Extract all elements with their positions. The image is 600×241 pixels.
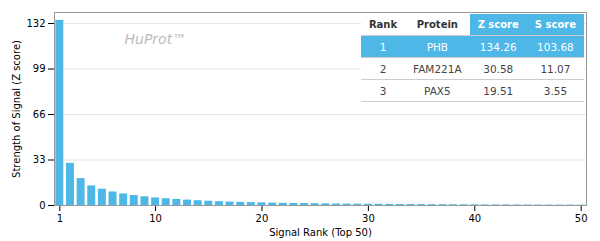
html-text:1: 1 (379, 40, 387, 53)
svg-text:Signal Rank (Top 50): Signal Rank (Top 50) (269, 227, 372, 238)
svg-text:30: 30 (362, 213, 375, 224)
html-text:134.26: 134.26 (479, 40, 517, 53)
svg-text:1: 1 (57, 213, 63, 224)
svg-text:132: 132 (26, 18, 45, 29)
svg-text:40: 40 (468, 213, 481, 224)
svg-text:66: 66 (33, 109, 46, 120)
svg-text:HuProt™: HuProt™ (125, 31, 187, 47)
html-text:30.58: 30.58 (483, 62, 514, 75)
svg-text:20: 20 (256, 213, 269, 224)
svg-text:0: 0 (39, 200, 45, 211)
html-text:2: 2 (379, 62, 387, 75)
svg-text:50: 50 (575, 213, 588, 224)
html-text:103.68: 103.68 (537, 40, 574, 53)
html-text:PAX5: PAX5 (424, 84, 451, 97)
svg-text:10: 10 (149, 213, 162, 224)
html-text:S score: S score (534, 19, 576, 30)
html-text:FAM221A: FAM221A (413, 62, 462, 75)
svg-text:99: 99 (33, 63, 46, 74)
html-text:PHB: PHB (426, 40, 449, 53)
html-text:Protein: Protein (416, 19, 458, 30)
html-text:Z score: Z score (477, 19, 519, 30)
html-text:Rank: Rank (368, 19, 398, 30)
html-text:11.07: 11.07 (540, 62, 571, 75)
html-text:19.51: 19.51 (483, 84, 514, 97)
svg-text:33: 33 (33, 154, 46, 165)
html-text:3: 3 (379, 84, 387, 97)
html-text:3.55: 3.55 (543, 84, 568, 97)
svg-text:Strength of Signal (Z score): Strength of Signal (Z score) (11, 40, 22, 178)
